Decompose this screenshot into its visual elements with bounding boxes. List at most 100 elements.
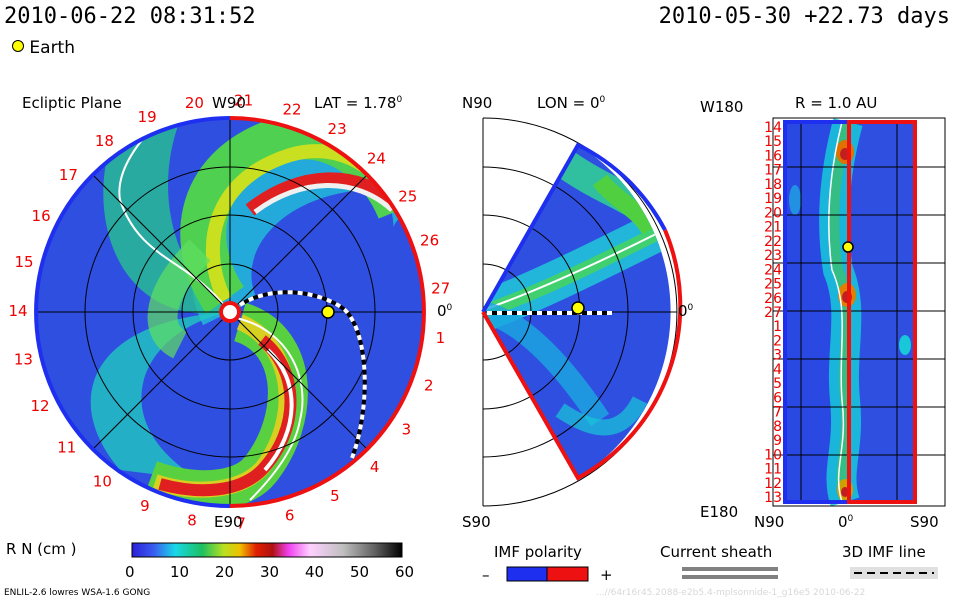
ring-label: 10 — [93, 472, 112, 490]
imf-polarity-title: IMF polarity — [494, 543, 582, 561]
radial-bottom-label: E180 — [700, 503, 739, 521]
radial-axis-label: 14 — [764, 120, 782, 136]
radial-axis-labels: 1415161718192021222324252627123456789101… — [764, 120, 782, 506]
ring-label: 11 — [57, 438, 76, 456]
ring-label: 26 — [420, 232, 439, 250]
earth-marker-meridional-icon — [571, 301, 585, 315]
ring-label: 27 — [431, 280, 450, 298]
radial-title: R = 1.0 AU — [795, 94, 878, 112]
radial-axis-label: 12 — [764, 476, 782, 492]
colorbar-tick: 30 — [260, 563, 280, 581]
radial-axis-label: 1 — [773, 319, 782, 335]
meridional-edge-negative — [481, 142, 667, 313]
ring-label: 1 — [436, 329, 446, 347]
radial-x-mid: 00 — [838, 513, 854, 531]
radial-axis-label: 21 — [764, 220, 782, 236]
radial-axis-label: 4 — [773, 362, 782, 378]
radial-axis-label: 15 — [764, 134, 782, 150]
meridional-zero-label: 00 — [678, 302, 694, 320]
radial-top-label: W180 — [700, 98, 744, 116]
ecliptic-ring-negative — [34, 116, 231, 508]
earth-legend-label: Earth — [29, 38, 75, 58]
ring-label: 25 — [398, 188, 417, 206]
ring-label: 9 — [140, 497, 150, 515]
colorbar-label: R N (cm ) — [6, 540, 77, 558]
ring-label: 22 — [282, 100, 301, 118]
radial-axis-label: 18 — [764, 177, 782, 193]
ring-label: 8 — [187, 512, 197, 530]
ring-label: 24 — [367, 150, 386, 168]
ecliptic-ring-positive — [229, 116, 426, 508]
colorbar-tick: 60 — [395, 563, 415, 581]
model-footer: ENLIL-2.6 lowres WSA-1.6 GONG — [4, 588, 151, 598]
colorbar-tick: 20 — [215, 563, 235, 581]
ecliptic-zero-label: 00 — [437, 302, 453, 320]
radial-axis-label: 24 — [764, 262, 782, 278]
lat-label: LAT = 1.780 — [314, 94, 403, 112]
ring-label: 7 — [236, 515, 246, 533]
colorbar-tick: 40 — [305, 563, 325, 581]
ring-label: 20 — [185, 94, 204, 112]
meridional-edge-positive — [481, 229, 683, 481]
earth-marker-ecliptic-icon — [321, 305, 335, 319]
radial-axis-label: 25 — [764, 277, 782, 293]
ring-label: 2 — [424, 377, 434, 395]
radial-axis-label: 22 — [764, 234, 782, 250]
ecliptic-bottom-label: E90 — [214, 513, 243, 531]
ring-label: 4 — [370, 458, 380, 476]
footer-watermark: ...//64r16r45.2088-e2b5.4-mplsonnide-1_g… — [596, 588, 866, 598]
radial-axis-label: 5 — [773, 376, 782, 392]
colorbar — [131, 542, 403, 558]
ring-label: 18 — [95, 132, 114, 150]
polarity-positive-swatch — [546, 566, 589, 582]
ecliptic-top-label: W90 — [212, 94, 246, 112]
reference-time-text: 2010-05-30 +22.73 days — [658, 4, 950, 29]
radial-axis-label: 2 — [773, 334, 782, 350]
ring-label: 14 — [8, 302, 27, 320]
earth-legend: Earth — [12, 38, 75, 58]
radial-axis-label: 10 — [764, 447, 782, 463]
radial-axis-label: 19 — [764, 191, 782, 207]
meridional-top-label: N90 — [462, 94, 493, 112]
sun-marker-icon — [219, 301, 241, 323]
radial-x-left: N90 — [754, 513, 785, 531]
radial-axis-label: 3 — [773, 348, 782, 364]
ring-label: 19 — [138, 108, 157, 126]
radial-axis-label: 17 — [764, 163, 782, 179]
ring-label: 23 — [328, 120, 347, 138]
radial-axis-label: 26 — [764, 291, 782, 307]
radial-axis-label: 13 — [764, 490, 782, 506]
radial-axis-label: 6 — [773, 390, 782, 406]
ring-label: 16 — [32, 207, 51, 225]
colorbar-tick: 10 — [170, 563, 190, 581]
polarity-minus: – — [482, 566, 490, 584]
meridional-bottom-label: S90 — [462, 513, 491, 531]
radial-axis-label: 27 — [764, 305, 782, 321]
colorbar-tick: 0 — [125, 563, 135, 581]
imf-line-title: 3D IMF line — [842, 543, 926, 561]
current-sheath-title: Current sheath — [660, 543, 773, 561]
radial-panel — [772, 117, 946, 507]
ring-label: 6 — [285, 506, 295, 524]
radial-axis-label: 20 — [764, 205, 782, 221]
radial-x-right: S90 — [910, 513, 939, 531]
radial-axis-label: 23 — [764, 248, 782, 264]
ring-label: 12 — [30, 397, 49, 415]
ring-label: 13 — [14, 351, 33, 369]
radial-axis-label: 16 — [764, 149, 782, 165]
earth-marker-radial-icon — [842, 241, 854, 253]
ring-label: 3 — [402, 421, 412, 439]
ecliptic-title: Ecliptic Plane — [22, 94, 122, 112]
radial-axis-label: 7 — [773, 405, 782, 421]
colorbar-tick: 50 — [350, 563, 370, 581]
datetime-text: 2010-06-22 08:31:52 — [4, 4, 256, 29]
ring-label: 21 — [234, 91, 253, 109]
radial-axis-label: 8 — [773, 419, 782, 435]
polarity-negative-swatch — [506, 566, 548, 582]
earth-marker-icon — [12, 40, 24, 52]
radial-axis-label: 11 — [764, 462, 782, 478]
polarity-plus: + — [600, 566, 613, 584]
current-sheath-swatch — [682, 567, 778, 571]
